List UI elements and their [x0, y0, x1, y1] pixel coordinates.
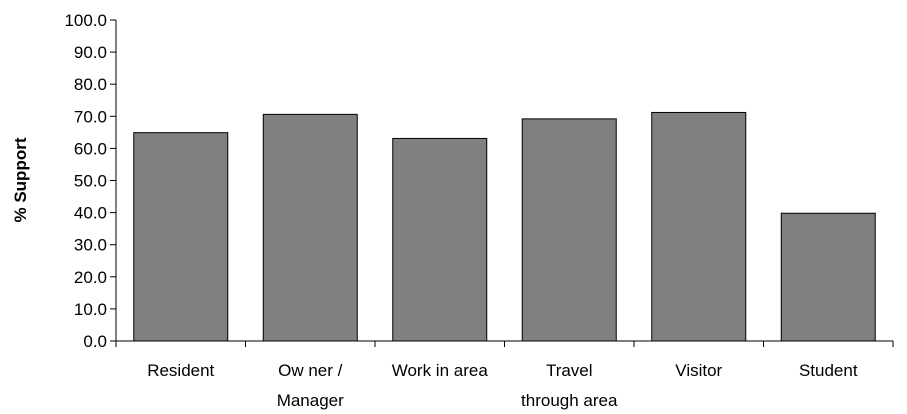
x-axis: [115, 340, 894, 347]
x-category-label: Ow ner /: [278, 361, 343, 380]
y-tick-label: 20.0: [74, 268, 107, 287]
x-ticks: [115, 341, 894, 347]
bar: [262, 113, 358, 342]
bar: [651, 111, 747, 342]
bar: [780, 212, 876, 342]
y-tick-label: 40.0: [74, 204, 107, 223]
y-tick-label: 90.0: [74, 43, 107, 62]
y-tick-label: 70.0: [74, 107, 107, 126]
bars: [133, 111, 876, 342]
y-axis: 0.0 10.0 20.0 30.0 40.0 50.0 60.0 70.0 80.0 90.0 1…: [64, 11, 117, 351]
y-tick-label: 100.0: [64, 11, 107, 30]
x-category-label: Visitor: [675, 361, 722, 380]
x-category-label: Travel: [546, 361, 593, 380]
x-category-label: Student: [799, 361, 858, 380]
x-category-label: through area: [521, 391, 618, 410]
bar: [392, 137, 488, 342]
bar: [521, 118, 617, 342]
y-tick-label: 80.0: [74, 75, 107, 94]
y-tick-label: 10.0: [74, 300, 107, 319]
bar: [133, 132, 229, 342]
y-tick-label: 60.0: [74, 139, 107, 158]
x-category-label: Resident: [147, 361, 214, 380]
y-ticks: 0.0 10.0 20.0 30.0 40.0 50.0 60.0 70.0 80.0 90.0 1…: [64, 11, 116, 351]
category-labels: Resident Ow ner / Manager Work in area Trave…: [147, 361, 858, 410]
x-category-label: Work in area: [392, 361, 489, 380]
y-tick-label: 0.0: [83, 332, 107, 351]
x-category-label: Manager: [277, 391, 344, 410]
y-axis-title: % Support: [11, 137, 30, 222]
y-tick-label: 50.0: [74, 172, 107, 191]
y-tick-label: 30.0: [74, 236, 107, 255]
